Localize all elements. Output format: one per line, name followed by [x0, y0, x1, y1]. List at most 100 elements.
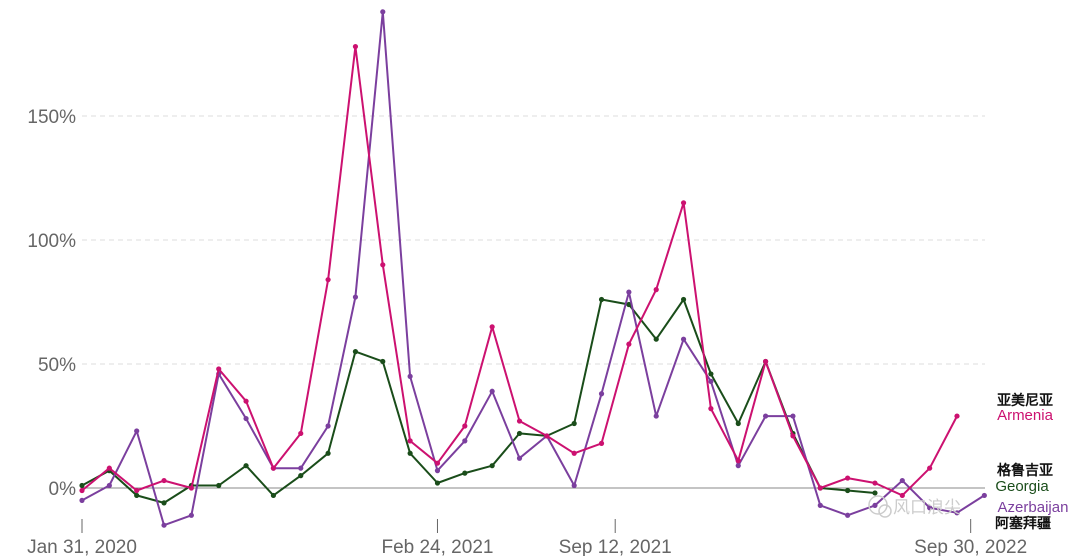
data-point-azerbaijan [872, 502, 878, 508]
axis-layer: 0% 50% 100% 150% Jan 31, 2020 Feb 24, 2021 Sep… [27, 107, 1027, 556]
data-point-azerbaijan [298, 465, 304, 471]
data-point-armenia [845, 475, 851, 481]
data-point-armenia [954, 413, 960, 419]
data-point-armenia [489, 324, 495, 330]
data-point-georgia [134, 492, 140, 499]
data-point-armenia [544, 433, 550, 439]
series-armenia [79, 43, 960, 499]
data-point-georgia [735, 420, 741, 427]
data-point-armenia [708, 406, 714, 412]
data-point-georgia [462, 470, 468, 476]
data-point-armenia [927, 465, 933, 471]
data-point-georgia [216, 482, 222, 489]
series-layer [79, 9, 987, 528]
data-point-georgia [516, 430, 523, 437]
data-point-azerbaijan [161, 522, 167, 528]
data-point-armenia [106, 465, 112, 471]
data-point-azerbaijan [762, 413, 769, 419]
x-tick-label: Sep 30, 2022 [914, 537, 1027, 556]
data-point-armenia [762, 358, 769, 365]
y-tick-label: 50% [38, 355, 76, 376]
data-point-azerbaijan [462, 438, 468, 444]
data-point-azerbaijan [380, 9, 386, 15]
data-point-armenia [462, 423, 468, 429]
data-point-georgia [845, 487, 851, 494]
data-point-azerbaijan [134, 428, 140, 434]
data-point-georgia [352, 349, 359, 355]
x-tick-label: Feb 24, 2021 [381, 537, 493, 556]
data-point-armenia [626, 341, 632, 347]
y-tick-label: 100% [27, 231, 76, 252]
data-point-georgia [325, 450, 331, 456]
watermark-layer: 风口浪尖 [868, 495, 961, 518]
data-point-georgia [680, 296, 687, 303]
data-point-armenia [680, 200, 687, 206]
data-point-azerbaijan [325, 423, 331, 429]
y-tick-label: 150% [27, 107, 76, 128]
data-point-azerbaijan [708, 378, 714, 384]
data-point-georgia [243, 463, 249, 469]
series-label-armenia: Armenia [997, 407, 1054, 424]
data-point-azerbaijan [735, 463, 741, 469]
data-point-georgia [489, 463, 495, 469]
data-point-armenia [380, 262, 386, 268]
data-point-armenia [899, 492, 905, 499]
data-point-armenia [79, 487, 85, 494]
data-point-azerbaijan [516, 455, 523, 461]
data-point-azerbaijan [954, 510, 960, 516]
data-point-armenia [735, 458, 741, 464]
data-point-armenia [571, 450, 577, 456]
series-label-cn-azerbaijan: 阿塞拜疆 [995, 515, 1051, 532]
data-point-armenia [134, 487, 140, 494]
data-point-azerbaijan [352, 294, 359, 300]
data-point-armenia [298, 430, 304, 437]
data-point-armenia [872, 480, 878, 486]
data-point-azerbaijan [790, 413, 796, 419]
data-point-azerbaijan [927, 505, 933, 511]
data-point-georgia [626, 301, 632, 308]
data-point-azerbaijan [434, 468, 441, 474]
data-point-armenia [790, 433, 796, 439]
data-point-azerbaijan [571, 482, 577, 489]
data-point-azerbaijan [106, 482, 112, 489]
data-point-azerbaijan [653, 413, 659, 419]
watermark-icon-inner [878, 504, 892, 518]
data-point-georgia [161, 500, 167, 506]
data-point-georgia [653, 336, 659, 342]
series-line-georgia [81, 298, 876, 504]
data-point-armenia [352, 43, 359, 50]
data-point-azerbaijan [845, 512, 851, 518]
grid-layer [82, 115, 985, 489]
x-tick-label: Sep 12, 2021 [559, 537, 672, 556]
data-point-georgia [434, 480, 441, 486]
series-line-azerbaijan [81, 10, 985, 527]
series-line-armenia [81, 45, 958, 497]
data-point-georgia [407, 450, 413, 456]
data-point-armenia [243, 398, 249, 404]
data-point-georgia [380, 358, 386, 365]
data-point-azerbaijan [407, 373, 413, 379]
data-point-georgia [79, 482, 85, 489]
data-point-azerbaijan [899, 477, 905, 484]
data-point-armenia [434, 460, 441, 466]
data-point-georgia [708, 371, 714, 377]
data-point-azerbaijan [598, 391, 605, 397]
data-point-georgia [571, 420, 577, 427]
data-point-azerbaijan [981, 492, 987, 499]
data-point-armenia [653, 287, 659, 293]
data-point-azerbaijan [243, 415, 249, 422]
series-label-cn-georgia: 格鲁吉亚 [997, 462, 1053, 479]
data-point-armenia [325, 277, 331, 283]
data-point-georgia [298, 473, 304, 479]
series-azerbaijan [79, 9, 987, 528]
data-point-azerbaijan [79, 497, 85, 503]
series-label-georgia: Georgia [995, 478, 1049, 495]
data-point-armenia [516, 418, 523, 424]
watermark-text: 风口浪尖 [893, 498, 961, 518]
data-point-azerbaijan [188, 512, 194, 518]
data-point-azerbaijan [680, 336, 687, 342]
y-tick-label: 0% [49, 479, 77, 500]
data-point-armenia [270, 465, 277, 471]
data-point-georgia [872, 490, 878, 496]
